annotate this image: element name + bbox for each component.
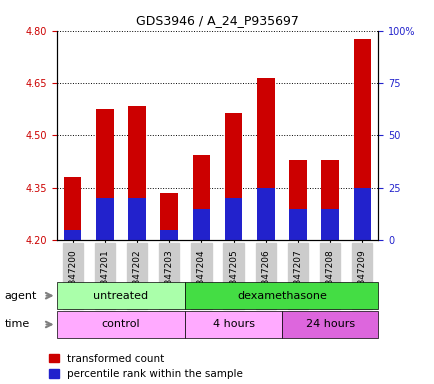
Bar: [56, 282, 185, 309]
Bar: [192, 209, 210, 240]
Text: untreated: untreated: [93, 291, 148, 301]
Bar: [289, 209, 306, 240]
Bar: [224, 198, 242, 240]
Text: control: control: [102, 319, 140, 329]
Bar: [185, 311, 281, 338]
Bar: [289, 160, 306, 240]
Bar: [96, 109, 113, 240]
Bar: [128, 106, 145, 240]
Bar: [256, 78, 274, 240]
Bar: [321, 209, 338, 240]
Bar: [224, 113, 242, 240]
Text: agent: agent: [4, 291, 36, 301]
Bar: [281, 311, 378, 338]
Bar: [353, 188, 370, 240]
Text: 4 hours: 4 hours: [212, 319, 254, 329]
Bar: [353, 40, 370, 240]
Bar: [256, 188, 274, 240]
Text: dexamethasone: dexamethasone: [237, 291, 326, 301]
Bar: [160, 230, 178, 240]
Bar: [128, 198, 145, 240]
Legend: transformed count, percentile rank within the sample: transformed count, percentile rank withi…: [49, 354, 243, 379]
Bar: [160, 193, 178, 240]
Bar: [64, 230, 81, 240]
Bar: [56, 311, 185, 338]
Bar: [64, 177, 81, 240]
Bar: [192, 154, 210, 240]
Text: time: time: [4, 319, 30, 329]
Text: 24 hours: 24 hours: [305, 319, 354, 329]
Bar: [185, 282, 378, 309]
Bar: [96, 198, 113, 240]
Title: GDS3946 / A_24_P935697: GDS3946 / A_24_P935697: [136, 14, 298, 27]
Bar: [321, 160, 338, 240]
